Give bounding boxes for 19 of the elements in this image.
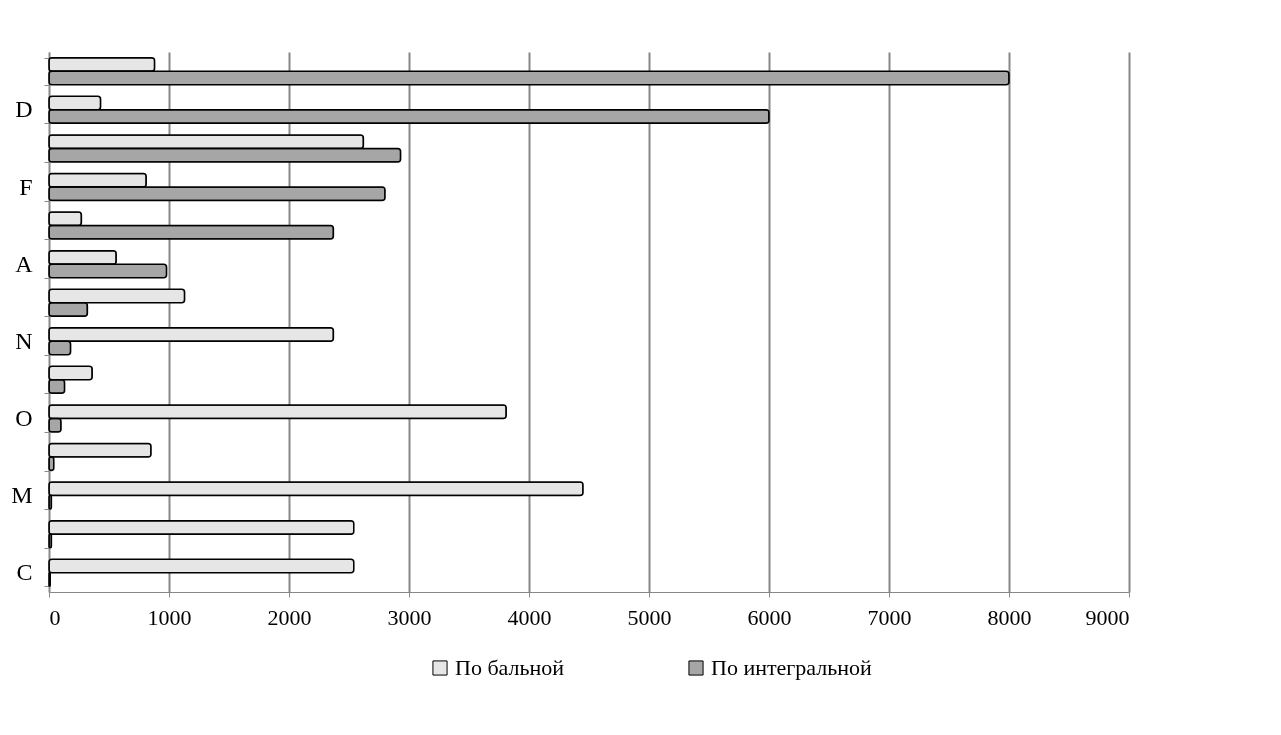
- x-tick-label: 1000: [147, 604, 192, 630]
- y-tick-label: M: [11, 482, 33, 509]
- x-tick-label: 2000: [267, 604, 312, 630]
- x-tick-label: 9000: [1085, 604, 1130, 630]
- x-tick-label: 4000: [507, 604, 552, 630]
- x-tick-label: 3000: [387, 604, 432, 630]
- y-tick-label: O: [15, 404, 33, 431]
- x-tick-label: 5000: [627, 604, 672, 630]
- x-tick-label: 7000: [867, 604, 912, 630]
- x-tick-label: 6000: [747, 604, 792, 630]
- x-tick-label: 8000: [987, 604, 1032, 630]
- y-tick-label: F: [19, 173, 33, 200]
- legend-label: По бальной: [455, 655, 565, 680]
- y-tick-label: C: [16, 559, 33, 586]
- legend-label: По интегральной: [711, 655, 873, 680]
- x-tick-label: 0: [49, 604, 61, 630]
- y-tick-label: N: [15, 327, 33, 354]
- y-tick-label: A: [15, 250, 34, 277]
- y-tick-label: D: [15, 96, 33, 123]
